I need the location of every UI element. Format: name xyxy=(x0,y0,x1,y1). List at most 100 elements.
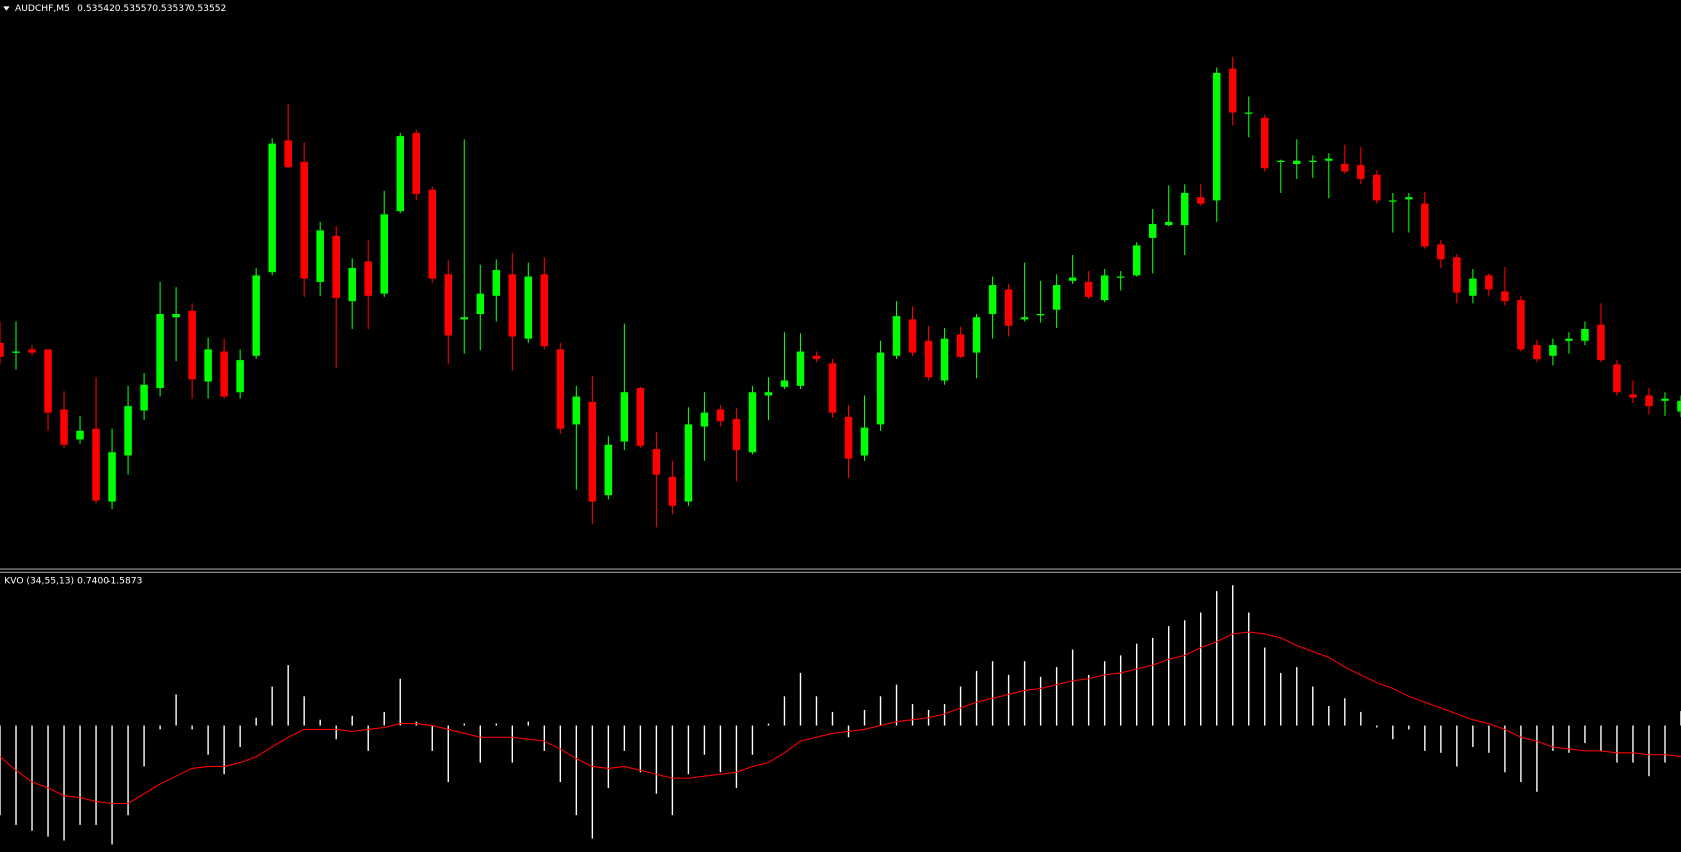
candle-body xyxy=(828,363,837,413)
indicator-title: KVO (34,55,13) xyxy=(4,576,74,586)
candle-body xyxy=(1597,324,1605,361)
candle-body xyxy=(1293,160,1301,164)
candle-body xyxy=(732,419,741,451)
candle-body xyxy=(1341,163,1349,172)
candle-body xyxy=(1421,203,1429,247)
candle-body xyxy=(348,267,356,302)
candle-body xyxy=(60,409,68,445)
candle-body xyxy=(252,275,260,356)
candle-body xyxy=(940,338,949,381)
candle-body xyxy=(1084,281,1093,297)
candle-body xyxy=(652,449,661,475)
candle-body xyxy=(1261,117,1269,169)
candle-body xyxy=(1228,68,1237,113)
candle-body xyxy=(1164,221,1173,226)
candle-body xyxy=(540,274,549,347)
candle-body xyxy=(588,401,597,502)
candle-body xyxy=(380,214,388,294)
candle-body xyxy=(1277,160,1285,163)
candle-body xyxy=(1020,317,1029,320)
candle-body xyxy=(1629,394,1637,398)
candle-body xyxy=(300,161,308,279)
candle-body xyxy=(636,387,645,446)
candle-body xyxy=(508,274,517,337)
candle-body xyxy=(1212,72,1221,201)
candle-body xyxy=(988,285,997,315)
candle-body xyxy=(684,424,693,502)
candle-body xyxy=(1325,158,1333,161)
candle-body xyxy=(1132,245,1141,276)
candle-body xyxy=(188,310,196,380)
high-value: 0.53557 xyxy=(115,4,153,14)
candle-body xyxy=(92,428,100,501)
candle-body xyxy=(1517,300,1525,350)
candle-body xyxy=(316,230,324,282)
candle-body xyxy=(0,342,4,357)
candle-body xyxy=(1196,197,1205,204)
menu-arrow[interactable] xyxy=(3,6,10,11)
candle-body xyxy=(1036,314,1045,316)
candle-body xyxy=(1052,285,1061,310)
candle-body xyxy=(1677,400,1681,412)
candle-body xyxy=(1244,112,1253,114)
candle-body xyxy=(268,143,276,273)
candle-body xyxy=(220,351,228,397)
candle-body xyxy=(956,334,965,357)
candle-body xyxy=(780,380,789,387)
candle-body xyxy=(12,351,20,353)
candle-body xyxy=(364,261,372,296)
candle-body xyxy=(1469,278,1477,296)
candle-body xyxy=(492,270,501,296)
candle-body xyxy=(428,189,437,279)
candle-body xyxy=(1068,277,1077,281)
candle-body xyxy=(1116,276,1125,278)
candle-body xyxy=(1645,395,1653,407)
candle-body xyxy=(1148,223,1157,238)
candle-body xyxy=(764,392,773,396)
candle-body xyxy=(796,351,805,386)
signal-line xyxy=(0,631,1681,805)
candle-body xyxy=(44,349,52,413)
candle-body xyxy=(700,412,709,427)
candle-body xyxy=(1373,174,1381,201)
candle-body xyxy=(1437,244,1445,260)
candle-body xyxy=(284,140,292,168)
candle-body xyxy=(1004,289,1013,326)
candle-body xyxy=(172,314,180,318)
candle-body xyxy=(812,355,821,360)
candle-body xyxy=(1565,338,1573,341)
candle-body xyxy=(1661,398,1669,401)
candle-body xyxy=(1309,160,1317,163)
candle-body xyxy=(1581,329,1589,341)
candle-body xyxy=(236,360,244,393)
candle-body xyxy=(924,340,933,378)
candle-body xyxy=(1485,275,1493,290)
candle-body xyxy=(892,316,901,356)
signal-value: -1.5873 xyxy=(107,576,142,586)
open-value: 0.53542 xyxy=(77,4,115,14)
candle-body xyxy=(860,427,869,456)
candle-body xyxy=(140,384,148,411)
candle-body xyxy=(716,409,725,422)
close-value: 0.53552 xyxy=(189,4,227,14)
candle-body xyxy=(1357,165,1365,179)
candle-body xyxy=(1100,275,1109,301)
candle-body xyxy=(1613,364,1621,393)
symbol-title: AUDCHF,M5 xyxy=(15,4,70,14)
candle-body xyxy=(556,349,565,429)
candle-body xyxy=(572,396,581,425)
candle-body xyxy=(124,406,132,456)
candle-body xyxy=(620,392,629,442)
candle-body xyxy=(844,416,853,459)
candle-body xyxy=(668,476,677,506)
candle-body xyxy=(972,317,981,353)
candle-body xyxy=(908,319,917,353)
kvo-value: 0.7400 xyxy=(77,576,109,586)
candle-body xyxy=(412,132,420,194)
candle-body xyxy=(476,293,485,315)
candle-body xyxy=(108,452,116,502)
candle-body xyxy=(156,314,164,388)
low-value: 0.53537 xyxy=(152,4,190,14)
